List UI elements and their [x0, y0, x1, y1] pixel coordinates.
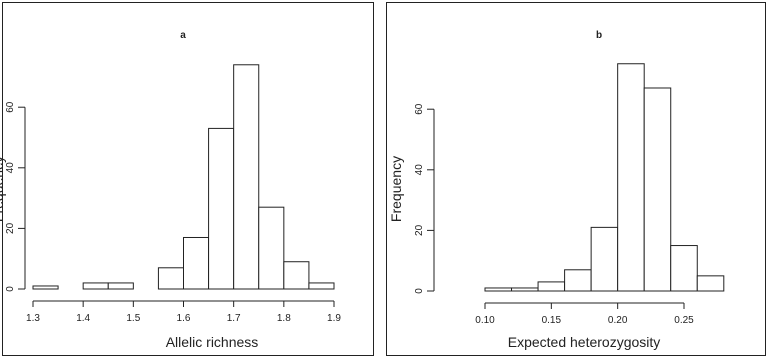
histogram-a-svg: a 0 20 40 60 Frequency 1.3 1.4 1.5 1.6 1.7 1.8 1.9 Al…: [0, 30, 341, 350]
x-tick-label: 1.4: [76, 313, 90, 324]
histogram-bar: [511, 287, 539, 292]
y-tick-label: 20: [414, 224, 425, 236]
x-tick-label: 1.6: [177, 313, 191, 324]
x-tick-label: 1.9: [327, 313, 341, 324]
histogram-bar: [233, 64, 260, 290]
histogram-panel-a: a 0 20 40 60 Frequency 1.3 1.4 1.5 1.6 1.7 1.8 1.9 Al…: [0, 2, 374, 356]
x-tick-label: 1.7: [227, 313, 241, 324]
y-tick-label: 60: [5, 101, 16, 113]
y-tick-label: 40: [5, 162, 16, 174]
histogram-bar: [32, 285, 59, 290]
histogram-bar: [564, 269, 592, 292]
histogram-bar: [157, 267, 185, 290]
x-tick-label: 0.25: [674, 315, 694, 326]
y-axis-label: Frequency: [388, 156, 404, 222]
y-axis-label: Frequency: [0, 156, 6, 222]
x-tick-label: 1.3: [26, 313, 40, 324]
y-tick-label: 0: [414, 288, 425, 294]
histogram-bar: [183, 236, 210, 290]
x-tick-label: 0.10: [475, 315, 495, 326]
histogram-bar: [258, 206, 285, 290]
x-axis-label: Expected heterozygosity: [508, 334, 661, 350]
y-tick-label: 20: [5, 222, 16, 234]
histogram-bar: [617, 63, 645, 292]
histogram-panel-b: b 0 20 40 60 Frequency 0.10 0.15 0.20 0.25 Expecte…: [386, 2, 766, 356]
histogram-bar: [670, 245, 698, 292]
x-tick-label: 1.8: [277, 313, 291, 324]
histogram-bar: [283, 261, 310, 290]
chart-title: a: [180, 30, 186, 41]
histogram-bar: [208, 127, 235, 290]
histogram-bar: [82, 282, 109, 290]
x-tick-label: 1.5: [126, 313, 140, 324]
histogram-bar: [308, 282, 335, 290]
y-tick-label: 60: [414, 103, 425, 115]
histogram-bar: [590, 226, 619, 292]
histogram-b-svg: b 0 20 40 60 Frequency 0.10 0.15 0.20 0.25 Expecte…: [388, 30, 725, 350]
histogram-bar: [537, 281, 566, 292]
x-tick-label: 0.20: [608, 315, 628, 326]
y-tick-label: 0: [5, 286, 16, 292]
histogram-bar: [696, 275, 725, 292]
x-axis-label: Allelic richness: [166, 334, 259, 350]
x-tick-label: 0.15: [542, 315, 562, 326]
histogram-bar: [484, 287, 513, 292]
y-tick-label: 40: [414, 164, 425, 176]
chart-title: b: [596, 30, 602, 41]
histogram-bar: [107, 282, 134, 290]
histogram-bar: [643, 87, 672, 292]
